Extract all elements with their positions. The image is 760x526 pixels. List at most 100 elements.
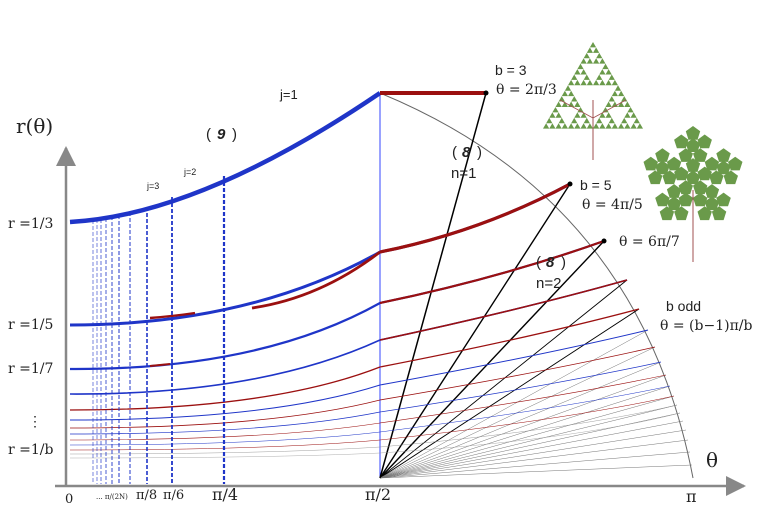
pentaflake-cell — [655, 148, 670, 162]
x-tick-pi-6: π/6 — [163, 488, 184, 503]
pentaflake-cell — [666, 196, 682, 211]
red-segment-5 — [149, 311, 196, 320]
b5-endpoint — [567, 181, 573, 187]
pentaflake-cell — [709, 170, 724, 185]
sierpinski-cell — [580, 112, 587, 118]
sierpinski-cell — [549, 123, 556, 129]
pentaflake-cell — [662, 170, 677, 185]
sierpinski-cell — [593, 58, 600, 64]
sierpinski-cell — [555, 112, 562, 118]
sierpinski-cell — [577, 63, 584, 70]
red-segment-2 — [379, 239, 605, 305]
sierpinski-cell — [599, 69, 606, 75]
pentaflake-cell — [693, 180, 708, 195]
pentaflake-cell — [697, 206, 712, 221]
curve-12 — [69, 404, 678, 455]
sierpinski-cell — [624, 101, 631, 107]
curve-13 — [69, 412, 681, 459]
sierpinski-cell — [630, 123, 637, 129]
sierpinski-cell — [583, 117, 590, 124]
sierpinski-cell — [633, 117, 640, 124]
sierpinski-cell — [599, 58, 606, 64]
eq9-close: ) — [232, 126, 237, 143]
sierpinski-cell — [593, 47, 600, 53]
pentaflake-cell — [659, 206, 675, 221]
pentaflake-cell — [666, 156, 682, 171]
sierpinski-cell — [555, 101, 562, 107]
curve-family — [69, 91, 681, 459]
sierpinski-cell — [580, 123, 587, 129]
sierpinski-cell — [608, 96, 615, 102]
y-axis-label: r(θ) — [16, 114, 53, 138]
curve-10 — [69, 385, 671, 446]
sierpinski-cell — [605, 79, 612, 86]
x-tick-pi-8: π/8 — [136, 488, 157, 503]
pentaflake-cell — [674, 134, 689, 149]
sierpinski-cell — [627, 106, 634, 113]
curve-3 — [69, 239, 605, 371]
sierpinski-cell — [611, 79, 618, 86]
fan-line — [379, 404, 678, 479]
b3-endpoint — [483, 90, 489, 96]
pentaflake-cell — [697, 134, 712, 149]
sierpinski-cell — [561, 90, 568, 97]
label-theta5: θ = 4π/5 — [582, 197, 643, 213]
curve-6 — [69, 329, 649, 421]
sierpinski-cell — [586, 47, 593, 53]
eq9-open: ( — [206, 126, 211, 143]
fan-line — [379, 395, 675, 479]
sierpinski-cell — [583, 74, 590, 80]
sierpinski-cell — [571, 74, 578, 80]
pentaflake-cell — [693, 192, 708, 207]
boundary-arc — [379, 92, 694, 479]
sierpinski-cell — [564, 85, 572, 91]
fan-lines — [379, 92, 693, 479]
sierpinski-cell — [608, 117, 615, 124]
sierpinski-cell — [599, 79, 606, 86]
fan-line — [379, 329, 649, 479]
label-j2: j=2 — [183, 167, 196, 177]
curve-7 — [69, 346, 656, 429]
sierpinski-cell — [618, 90, 625, 97]
curve-4 — [69, 279, 628, 395]
sierpinski-cell — [599, 112, 606, 118]
fan-line — [379, 374, 667, 479]
sierpinski-cell — [574, 112, 581, 118]
sierpinski-cell — [574, 101, 581, 107]
sierpinski-cell — [543, 123, 550, 129]
sierpinski-branch-left — [559, 99, 594, 119]
x-tick-pi-4: π/4 — [212, 485, 238, 504]
pentaflake-cell — [674, 206, 689, 221]
sierpinski-cell — [611, 123, 618, 129]
pentaflake-fractal-icon — [643, 126, 743, 262]
sierpinski-cell — [568, 123, 575, 129]
sierpinski-cell — [624, 112, 631, 118]
sierpinski-cell — [605, 123, 612, 129]
curve-8 — [69, 361, 662, 435]
pentaflake-cell — [728, 156, 743, 171]
sierpinski-cell — [605, 112, 612, 118]
fan-line — [379, 464, 693, 479]
sierpinski-cell — [561, 101, 568, 107]
sierpinski-cell — [621, 117, 628, 124]
pentaflake-cell — [685, 170, 701, 185]
pentaflake-cell — [655, 192, 670, 207]
label-n2: n=2 — [536, 275, 561, 292]
x-axis-label: θ — [706, 448, 718, 472]
sierpinski-cell — [552, 106, 559, 113]
x-tick-0: 0 — [65, 492, 73, 507]
curve-5 — [69, 308, 640, 411]
curve-2 — [69, 182, 571, 327]
pentaflake-cell — [723, 170, 738, 185]
curve-9 — [69, 374, 667, 441]
sierpinski-cell — [614, 85, 622, 91]
pentaflake-cell — [643, 156, 658, 171]
label-j3: j=3 — [146, 181, 159, 191]
y-tick-dots: ⋮ — [28, 414, 42, 430]
sierpinski-cell — [596, 117, 603, 124]
fan-line — [379, 385, 671, 479]
label-n1: n=1 — [451, 165, 476, 182]
sierpinski-triangle-icon — [543, 42, 643, 160]
sierpinski-cell — [561, 123, 568, 129]
